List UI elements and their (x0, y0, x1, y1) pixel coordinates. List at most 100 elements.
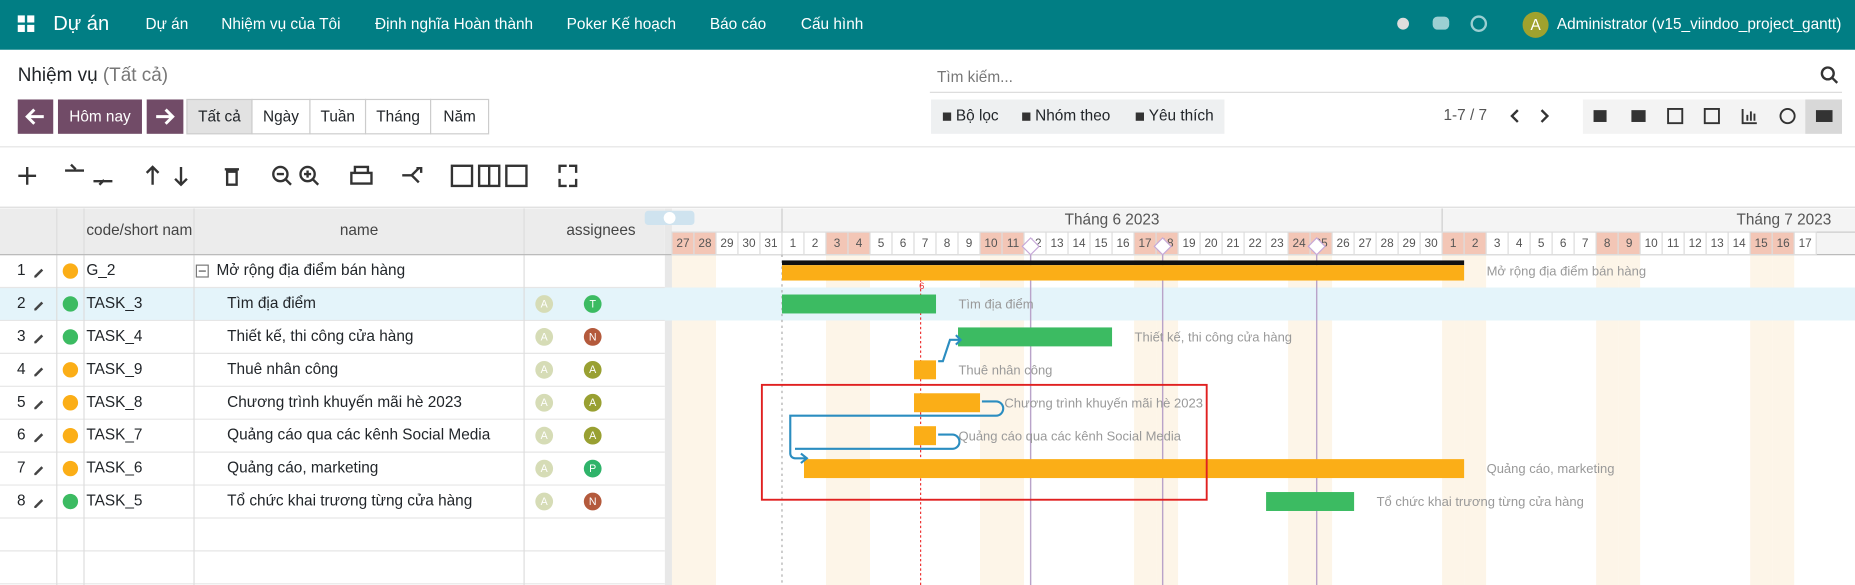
assignee-initial: A (541, 496, 549, 508)
gantt-bar[interactable] (958, 327, 1113, 347)
scale-button[interactable] (251, 98, 311, 135)
status-dot[interactable] (62, 427, 79, 444)
day-label: 28 (1381, 236, 1395, 250)
column-header[interactable]: code/short nam (86, 222, 192, 239)
avatar[interactable] (1522, 11, 1549, 38)
gantt-bar[interactable] (781, 265, 1465, 281)
status-dot[interactable] (62, 493, 79, 510)
edit-icon[interactable] (34, 499, 44, 509)
scale-button[interactable] (309, 98, 367, 135)
brand[interactable]: Dự án (53, 13, 109, 35)
day-label: 16 (1116, 236, 1130, 250)
assignee-avatar (583, 393, 602, 412)
search-input[interactable]: Tìm kiếm... (937, 69, 1013, 86)
nav-menu-item[interactable]: Nhiệm vụ của Tôi (221, 16, 340, 33)
day-label: 4 (1516, 236, 1523, 250)
assignee-initial: A (589, 364, 597, 376)
task-name[interactable]: Quảng cáo, marketing (227, 460, 378, 477)
nav-menu-item[interactable]: Poker Kế hoạch (567, 16, 676, 33)
edit-icon[interactable] (34, 367, 44, 377)
day-label: 30 (742, 236, 756, 250)
gantt-bar[interactable] (914, 393, 981, 413)
column-header[interactable]: name (340, 222, 378, 239)
scroll-knob[interactable] (663, 211, 676, 224)
day-label: 26 (1337, 236, 1351, 250)
day-label: 4 (856, 236, 863, 250)
gantt-bar[interactable] (914, 426, 937, 446)
day-label: 11 (1007, 236, 1019, 250)
assignee-initial: A (541, 463, 549, 475)
milestone (1153, 237, 1172, 256)
edit-icon[interactable] (34, 400, 44, 410)
scale-button[interactable] (186, 98, 253, 135)
task-name[interactable]: Chương trình khuyến mãi hè 2023 (227, 394, 462, 411)
chat-icon[interactable] (1432, 16, 1450, 30)
status-dot[interactable] (62, 362, 79, 378)
filter-icon[interactable] (1022, 112, 1031, 121)
task-name[interactable]: Thiết kế, thi công cửa hàng (227, 328, 413, 345)
task-code: TASK_3 (86, 295, 142, 312)
filter-button[interactable]: Bộ lọc (956, 108, 999, 125)
gantt-bar[interactable] (803, 459, 1465, 479)
status-dot[interactable] (62, 395, 79, 411)
scale-button[interactable] (364, 98, 432, 135)
day-label: 23 (1271, 236, 1285, 250)
day-label: 12 (1689, 236, 1702, 250)
gantt-bar[interactable] (914, 360, 937, 380)
search-icon[interactable] (1820, 66, 1835, 81)
scale-button[interactable] (430, 98, 490, 135)
status-dot[interactable] (62, 460, 79, 477)
day-label: 15 (1755, 236, 1769, 250)
nav-menu-item[interactable]: Dự án (146, 16, 189, 33)
assignee-avatar (535, 295, 554, 313)
nav-menu-item[interactable]: Định nghĩa Hoàn thành (375, 16, 533, 33)
filter-icon[interactable] (942, 112, 952, 121)
task-name[interactable]: Mở rộng địa điểm bán hàng (216, 262, 405, 279)
day-label: 10 (984, 236, 998, 250)
gantt-bar[interactable] (781, 294, 937, 314)
user-menu[interactable]: Administrator (v15_viindoo_project_gantt… (1557, 16, 1841, 33)
edit-icon[interactable] (34, 268, 44, 278)
weekend-column (848, 254, 871, 585)
weekend-column (1156, 254, 1179, 585)
nav-menu-item[interactable]: Báo cáo (710, 16, 766, 33)
task-name[interactable]: Tổ chức khai trương từng cửa hàng (227, 493, 472, 510)
row-index: 2 (17, 295, 26, 312)
task-code: TASK_8 (86, 394, 142, 411)
task-name[interactable]: Thuê nhân công (227, 361, 338, 378)
gantt-toolbar[interactable] (18, 163, 578, 188)
filter-icon[interactable] (1135, 112, 1144, 121)
edit-icon[interactable] (34, 301, 44, 311)
bar-label: Quảng cáo qua các kênh Social Media (958, 428, 1181, 443)
highlight-box (760, 383, 1208, 501)
view-switcher[interactable] (1582, 99, 1842, 134)
task-code: TASK_9 (86, 361, 142, 378)
debug-icon[interactable] (1397, 17, 1409, 30)
assignee-initial: A (541, 430, 549, 442)
assignee-avatar (583, 328, 602, 346)
status-dot[interactable] (62, 329, 79, 345)
column-header[interactable]: assignees (566, 222, 636, 239)
pager-arrows[interactable] (1510, 109, 1550, 123)
weekend-column (1596, 254, 1619, 585)
day-label: 31 (764, 236, 777, 250)
filter-button[interactable]: Nhóm theo (1035, 108, 1110, 125)
task-name[interactable]: Quảng cáo qua các kênh Social Media (227, 427, 491, 444)
edit-icon[interactable] (34, 433, 44, 443)
bar-label: Quảng cáo, marketing (1487, 461, 1615, 476)
task-name[interactable]: Tìm địa điểm (227, 295, 316, 312)
filter-button[interactable]: Yêu thích (1149, 108, 1214, 125)
apps-icon[interactable] (17, 15, 35, 32)
gantt-bar[interactable] (1266, 492, 1355, 511)
splitter[interactable] (664, 208, 672, 585)
assignee-avatar (583, 426, 602, 445)
activity-icon[interactable] (1470, 15, 1488, 32)
status-dot[interactable] (62, 263, 79, 279)
nav-menu-item[interactable]: Cấu hình (801, 16, 863, 33)
edit-icon[interactable] (34, 466, 44, 476)
status-dot[interactable] (62, 296, 79, 312)
edit-icon[interactable] (34, 334, 44, 344)
bar-label: Tìm địa điểm (958, 297, 1033, 312)
today-button[interactable] (57, 99, 142, 134)
day-label: 9 (966, 236, 973, 250)
